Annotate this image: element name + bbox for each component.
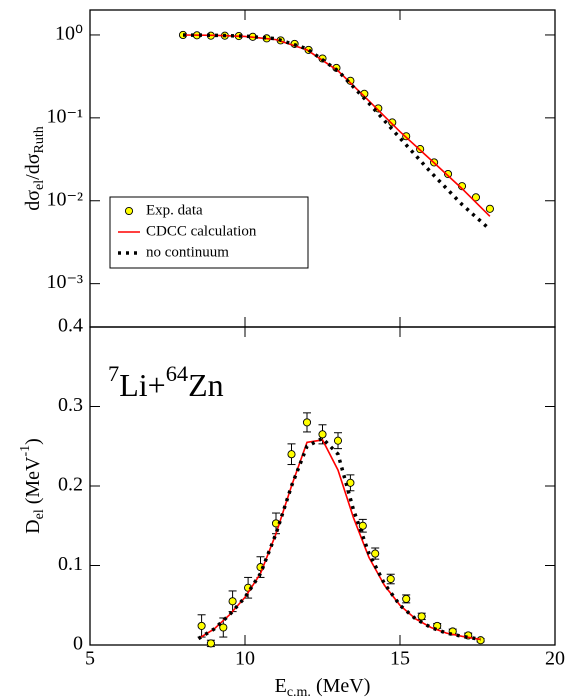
text-segment: -1: [18, 445, 33, 457]
marker: [124, 206, 134, 216]
text-segment: el: [32, 180, 47, 190]
marker: [219, 623, 228, 632]
text-segment: 64: [166, 361, 188, 386]
series-line: [197, 436, 481, 642]
x-tick-label: 5: [85, 648, 95, 670]
x-axis-label: Ec.m.​ (MeV): [275, 675, 371, 699]
text-segment: el: [32, 509, 47, 519]
text-segment: dσ: [22, 190, 44, 211]
text-segment: (MeV: [22, 456, 44, 509]
y-axis-label: dσel​/dσRuth​: [22, 126, 48, 210]
y-tick-label: 10⁻¹: [46, 105, 83, 127]
y-tick-label: 10⁻²: [46, 188, 83, 210]
series-line: [182, 34, 491, 217]
marker: [388, 118, 397, 127]
x-tick-label: 10: [235, 648, 255, 670]
y-tick-label: 0.4: [58, 315, 83, 337]
marker: [333, 436, 343, 445]
y-tick-label: 0: [73, 633, 83, 655]
y-tick-label: 0.1: [58, 553, 83, 575]
marker: [302, 418, 312, 427]
y-tick-label: 0.2: [58, 474, 83, 496]
series-line: [198, 439, 481, 641]
marker: [402, 594, 411, 603]
text-segment: 7: [108, 361, 119, 386]
legend: Exp. data CDCC calculation no continuum: [109, 196, 309, 269]
marker: [371, 549, 380, 558]
text-segment: (MeV): [311, 675, 370, 697]
x-tick-label: 15: [390, 648, 410, 670]
marker: [471, 193, 481, 202]
x-tick-label: 20: [545, 648, 565, 670]
legend-box: [109, 196, 309, 269]
marker: [287, 450, 296, 459]
marker: [386, 574, 395, 584]
legend-label: Exp. data: [146, 202, 203, 218]
marker: [358, 521, 367, 530]
marker: [228, 597, 237, 606]
y-axis-label: Del​ (MeV-1​): [18, 438, 47, 534]
text-segment: Li+: [119, 367, 165, 403]
y-tick-label: 10⁰: [55, 23, 83, 45]
marker: [417, 612, 426, 621]
text-segment: Zn: [188, 367, 224, 403]
marker: [318, 430, 327, 439]
text-segment: ): [22, 438, 44, 445]
legend-label: no continuum: [146, 244, 229, 260]
marker: [485, 204, 494, 213]
legend-label: CDCC calculation: [146, 223, 257, 239]
text-segment: /dσ: [22, 153, 44, 180]
text-segment: E: [275, 675, 287, 697]
text-segment: c.m.: [287, 685, 311, 699]
marker: [197, 621, 206, 630]
y-tick-label: 0.3: [58, 394, 83, 416]
text-segment: D: [22, 519, 44, 533]
text-segment: Ruth: [32, 126, 47, 153]
marker: [206, 639, 215, 648]
marker: [443, 169, 453, 179]
y-tick-label: 10⁻³: [46, 271, 83, 293]
annotation: 7​Li+64​Zn: [108, 361, 224, 403]
